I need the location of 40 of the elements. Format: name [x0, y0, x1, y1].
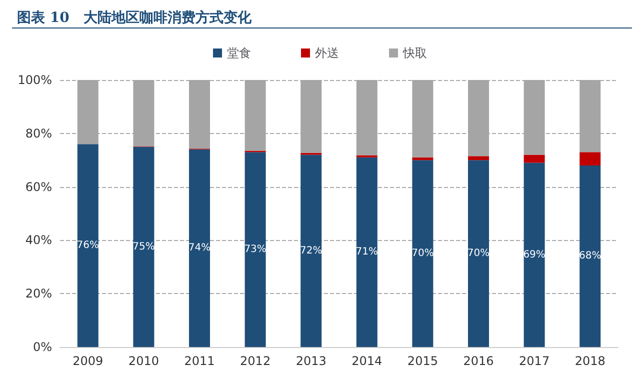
x-tick-label: 2018 [574, 354, 606, 368]
chart-title: 图表 10 大陆地区咖啡消费方式变化 [17, 9, 252, 26]
bar [468, 160, 489, 347]
data-label: 71% [356, 246, 378, 258]
legend-label: 快取 [402, 46, 427, 60]
bar [133, 146, 154, 347]
y-tick-label: 100% [18, 73, 52, 87]
data-label: 73% [244, 244, 266, 256]
bar [524, 154, 545, 163]
bar [356, 157, 378, 347]
bar [189, 149, 210, 347]
legend-label: 堂食 [227, 46, 251, 60]
legend-label: 外送 [315, 46, 339, 60]
x-tick-label: 2017 [519, 354, 550, 368]
bar [412, 160, 434, 347]
x-tick-label: 2014 [352, 354, 382, 368]
bar [77, 144, 98, 347]
bar [580, 165, 601, 347]
bar [412, 157, 434, 160]
bar [300, 154, 322, 347]
bar [524, 162, 545, 347]
x-tick-label: 2011 [184, 354, 215, 368]
bar [468, 156, 489, 160]
x-tick-label: 2016 [463, 354, 494, 368]
bar [580, 152, 601, 166]
x-tick-label: 2015 [407, 354, 438, 368]
data-label: 74% [188, 242, 211, 254]
y-tick-label: 40% [25, 233, 52, 248]
x-tick-label: 2013 [296, 354, 326, 368]
data-label: 69% [523, 249, 546, 260]
y-tick-label: 20% [25, 286, 52, 301]
y-tick-label: 80% [25, 126, 52, 140]
x-tick-label: 2010 [128, 354, 159, 368]
data-label: 76% [76, 240, 100, 252]
y-tick-label: 60% [25, 180, 52, 194]
y-tick-label: 0% [32, 340, 52, 354]
data-label: 70% [467, 248, 490, 260]
x-tick-label: 2012 [240, 354, 271, 368]
x-tick-label: 2009 [72, 354, 104, 368]
bar [244, 152, 266, 347]
